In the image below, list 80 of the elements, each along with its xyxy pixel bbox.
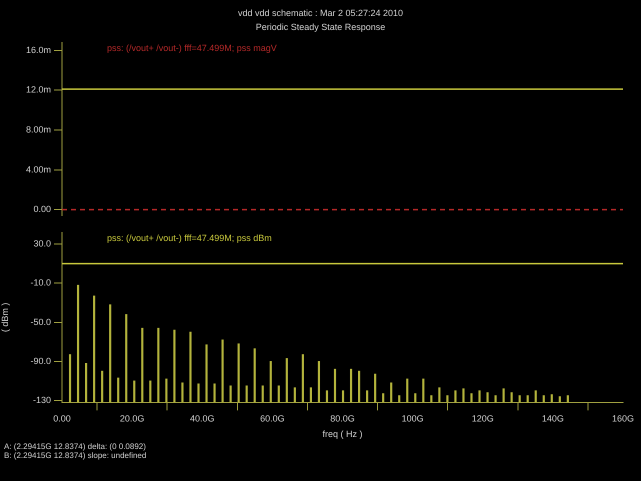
bar (230, 385, 232, 402)
x-tick-label: 0.00 (53, 413, 71, 424)
bar (414, 393, 416, 402)
x-tick-label: 160G (612, 413, 634, 424)
y-tick-label: 30.0 (33, 238, 51, 249)
bar (558, 396, 561, 402)
bar (518, 395, 521, 402)
y-tick-label: 0.00 (33, 204, 51, 214)
bar (438, 387, 440, 402)
bar (406, 378, 408, 402)
bar (294, 387, 296, 402)
bar (526, 395, 529, 402)
bar (278, 385, 280, 402)
y-tick-label: -10.0 (30, 278, 51, 288)
bar (374, 374, 376, 402)
bar (197, 384, 200, 402)
bar (422, 378, 424, 402)
bar (430, 395, 432, 402)
x-tick-label: 100G (402, 413, 424, 424)
bar (85, 362, 88, 402)
bar (534, 390, 537, 402)
bar (334, 368, 336, 402)
bar (205, 344, 208, 402)
bar (68, 354, 72, 402)
bar (358, 370, 360, 402)
y-tick-label: -90.0 (30, 356, 51, 366)
bar (550, 394, 553, 402)
bar (238, 343, 240, 402)
bar (101, 370, 104, 402)
bar (181, 382, 184, 402)
bar (262, 385, 264, 402)
chart-title: Periodic Steady State Response (254, 22, 386, 34)
bar (390, 382, 392, 402)
bar (117, 378, 120, 402)
bar (542, 395, 545, 402)
y-axis-title: ( dBm ) (0, 302, 10, 332)
text: A: (2.29415G 12.8374) delta: (0 0.0892) (3, 442, 147, 451)
text: pss: (/vout+ /vout-) fff=47.499M; pss dBm (107, 232, 272, 243)
y-tick-label: 12.0m (26, 84, 51, 95)
x-tick-label: 60.0G (260, 413, 285, 424)
bar (382, 393, 384, 402)
x-tick-label: 140G (542, 413, 564, 424)
y-tick-label: -50.0 (30, 316, 51, 327)
x-tick-label: 40.0G (190, 413, 215, 424)
x-tick-label: 120G (472, 413, 494, 424)
bar (310, 387, 312, 402)
text: pss: (/vout+ /vout-) fff=47.499M; pss magV (107, 42, 277, 53)
bar (446, 395, 448, 402)
bar (222, 340, 224, 402)
bar (149, 380, 152, 402)
bar (398, 395, 400, 402)
bar (254, 348, 256, 402)
bar (165, 378, 168, 402)
bar (270, 361, 272, 402)
bar (318, 361, 320, 402)
bar (246, 385, 248, 402)
y-tick-label: 8.00m (26, 124, 51, 134)
y-tick-label: 16.0m (26, 44, 51, 55)
bar (109, 304, 112, 402)
bar (350, 368, 352, 402)
bar (125, 314, 128, 402)
bar (566, 395, 569, 402)
x-tick-label: 20.0G (120, 413, 144, 424)
y-tick-label: -130 (32, 394, 51, 405)
bar (213, 384, 216, 402)
y-tick-label: 4.00m (26, 164, 51, 174)
bar (173, 330, 176, 402)
bar (93, 296, 96, 402)
bar (286, 358, 288, 402)
bar (302, 354, 304, 402)
bar (494, 395, 497, 402)
chart-subtitle: vdd vdd schematic : Mar 2 05:27:24 2010 (236, 7, 404, 20)
bar (157, 328, 160, 402)
bar (133, 380, 136, 402)
text: B: (2.29415G 12.8374) slope: undefined (3, 451, 148, 460)
bar (76, 284, 80, 402)
bar (189, 332, 192, 402)
x-axis-title: freq ( Hz ) (322, 429, 363, 440)
x-tick-label: 80.0G (330, 413, 355, 424)
bar (141, 328, 144, 402)
